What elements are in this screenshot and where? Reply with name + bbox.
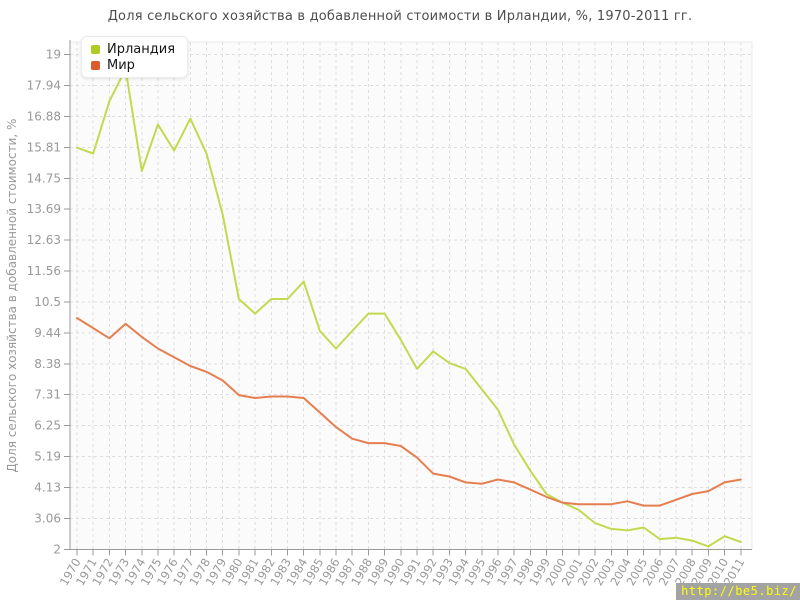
chart-title: Доля сельского хозяйства в добавленной с… xyxy=(107,9,693,24)
series-line-ireland xyxy=(76,68,742,548)
y-axis-tick-label: 16.88 xyxy=(27,109,61,123)
y-axis-tick-label: 7.31 xyxy=(34,388,61,402)
ireland-series-swatch xyxy=(91,44,100,54)
y-axis-tick-label: 10.5 xyxy=(34,295,61,309)
y-axis-tick-label: 13.69 xyxy=(27,202,61,216)
y-axis-tick-label: 3.06 xyxy=(34,511,61,525)
y-axis-tick-label: 2 xyxy=(53,542,61,556)
legend-label-ireland: Ирландия xyxy=(107,41,176,57)
y-axis-tick-label: 12.63 xyxy=(27,233,61,247)
y-axis-tick-label: 19 xyxy=(46,48,61,62)
legend-item-world[interactable]: Мир xyxy=(91,57,175,73)
plot-area xyxy=(69,41,753,550)
y-axis-tick-label: 8.38 xyxy=(34,357,61,371)
legend-label-world: Мир xyxy=(107,57,135,73)
y-axis-tick-label: 5.19 xyxy=(34,450,61,464)
y-axis-tick-label: 14.75 xyxy=(27,171,61,185)
y-axis-tick-label: 11.56 xyxy=(27,264,61,278)
series-line-world xyxy=(76,317,742,507)
y-axis-tick-label: 17.94 xyxy=(27,79,61,93)
watermark-link[interactable]: http://be5.biz/ xyxy=(676,583,800,600)
y-axis-tick-label: 15.81 xyxy=(27,140,61,154)
y-axis-tick-label: 6.25 xyxy=(34,419,61,433)
y-axis-tick-label: 4.13 xyxy=(34,480,61,494)
legend-item-ireland[interactable]: Ирландия xyxy=(91,41,175,57)
y-axis-title: Доля сельского хозяйства в добавленной с… xyxy=(5,119,19,473)
legend: Ирландия Мир xyxy=(81,36,189,78)
world-series-swatch xyxy=(91,60,100,70)
y-axis-tick-label: 9.44 xyxy=(34,326,61,340)
